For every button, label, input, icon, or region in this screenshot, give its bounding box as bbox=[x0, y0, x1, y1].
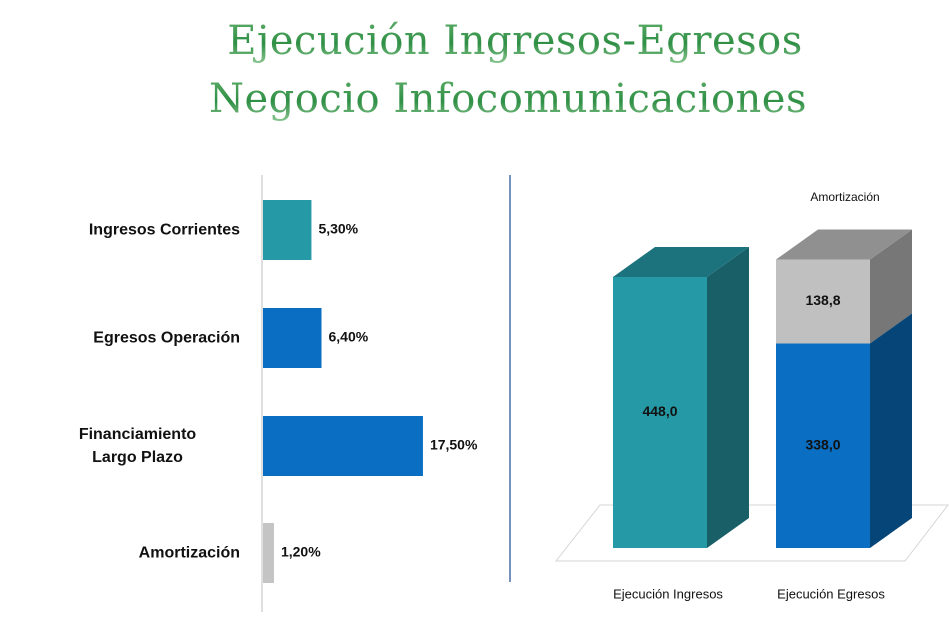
category-label: Financiamiento Largo Plazo bbox=[0, 423, 240, 469]
value-label: 138,8 bbox=[805, 292, 840, 308]
bar-top bbox=[776, 229, 912, 260]
x-tick-label: Ejecución Ingresos bbox=[613, 586, 723, 601]
legend-label: Amortización bbox=[810, 190, 879, 204]
bar bbox=[263, 200, 312, 260]
category-text: Egresos Operación bbox=[93, 329, 240, 347]
category-text: Financiamiento Largo Plazo bbox=[78, 425, 197, 466]
value-label: 6,40% bbox=[328, 329, 368, 345]
value-label: 338,0 bbox=[805, 436, 840, 452]
category-text: Ingresos Corrientes bbox=[88, 221, 240, 239]
bar-side bbox=[870, 229, 912, 344]
category-label: Egresos Operación bbox=[0, 326, 240, 349]
x-tick-label: Ejecución Egresos bbox=[777, 586, 885, 601]
value-label: 17,50% bbox=[430, 437, 478, 453]
category-label: Ingresos Corrientes bbox=[0, 218, 240, 241]
category-label: Amortización bbox=[0, 541, 240, 564]
value-label: 448,0 bbox=[642, 403, 677, 419]
bar bbox=[263, 308, 322, 368]
bar-front bbox=[776, 259, 870, 344]
title-line: Negocio Infocomunicaciones bbox=[209, 76, 807, 122]
bar bbox=[263, 416, 423, 476]
bar-front bbox=[776, 343, 870, 548]
bar bbox=[263, 523, 274, 583]
bar-front bbox=[613, 276, 707, 548]
category-text: Amortización bbox=[138, 544, 240, 562]
value-label: 5,30% bbox=[318, 221, 358, 237]
value-label: 1,20% bbox=[281, 544, 321, 560]
title-line: Ejecución Ingresos-Egresos bbox=[227, 18, 803, 64]
bar-side bbox=[707, 246, 749, 548]
bar-side bbox=[870, 313, 912, 548]
bar-top bbox=[613, 246, 749, 277]
